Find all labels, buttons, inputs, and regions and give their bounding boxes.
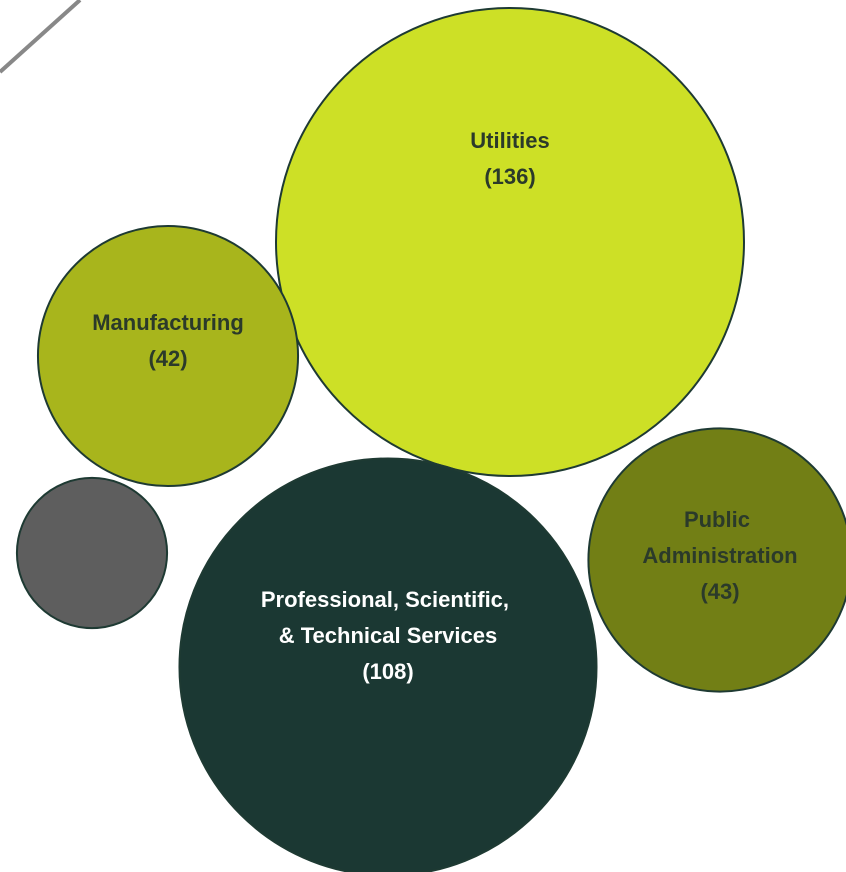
decoration <box>0 0 82 74</box>
bubble <box>178 457 598 872</box>
bubble <box>36 224 300 488</box>
bubble-label: Utilities <box>470 128 549 153</box>
bubble-label: Public Administration <box>642 507 797 568</box>
value-label: (43) <box>700 579 739 604</box>
bubble-label: Manufacturing <box>92 310 244 335</box>
bubble <box>275 7 745 477</box>
bubble-label: Professional, Scientific, & Technical Se… <box>261 587 515 648</box>
value-label: (108) <box>362 659 413 684</box>
bubble <box>587 427 846 693</box>
value-label: (136) <box>484 164 535 189</box>
bubble <box>15 476 169 630</box>
value-label: (42) <box>148 346 187 371</box>
